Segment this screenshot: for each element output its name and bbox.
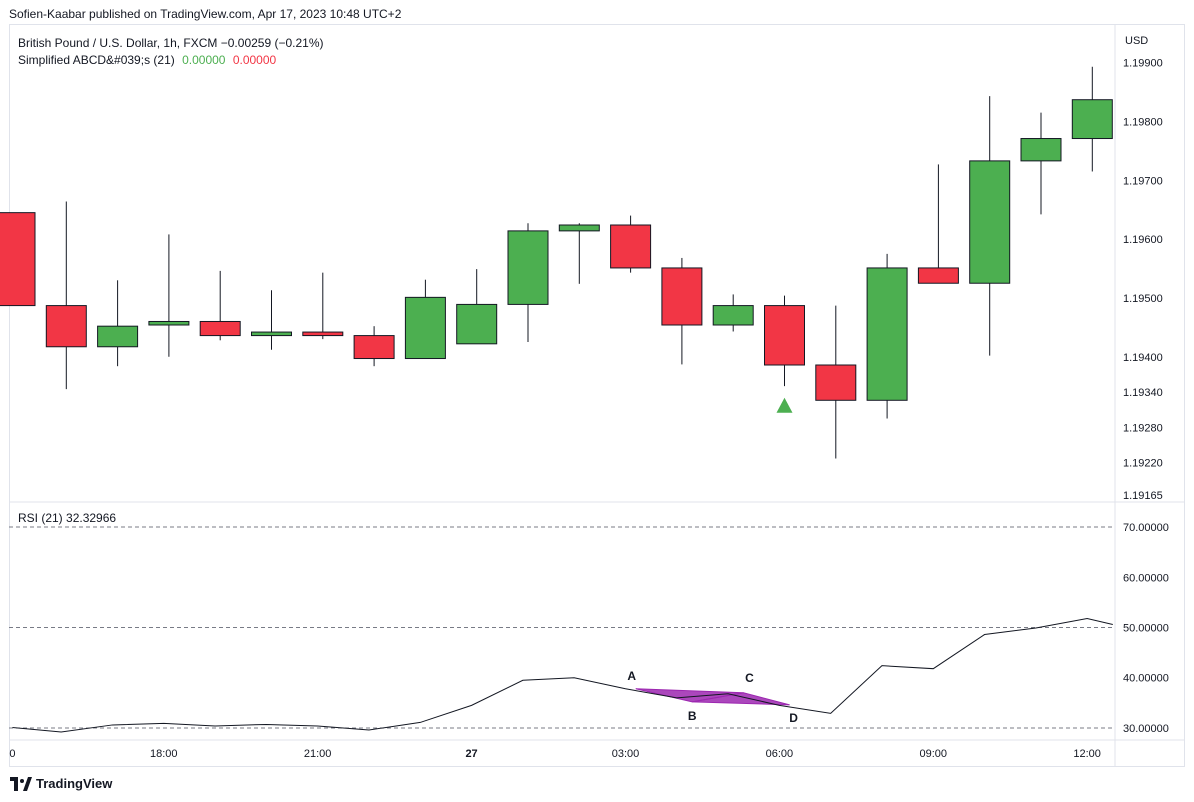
chart-frame bbox=[9, 24, 1185, 767]
time-axis-tick: 09:00 bbox=[920, 748, 948, 760]
bearish-candle[interactable] bbox=[764, 305, 805, 366]
bullish-candle[interactable] bbox=[507, 230, 549, 305]
tradingview-icon bbox=[10, 776, 32, 791]
logo-text: TradingView bbox=[36, 776, 113, 791]
price-axis-tick: 1.19340 bbox=[1123, 387, 1163, 399]
price-axis-tick: 1.19600 bbox=[1123, 234, 1163, 246]
rsi-line[interactable] bbox=[12, 617, 1113, 733]
price-axis-tick: 1.19900 bbox=[1123, 58, 1163, 70]
bullish-candle[interactable] bbox=[712, 305, 754, 326]
bearish-candle[interactable] bbox=[353, 335, 395, 360]
bullish-candle[interactable] bbox=[404, 296, 446, 360]
rsi-axis-tick: 30.00000 bbox=[1123, 723, 1169, 735]
time-axis-tick: 06:00 bbox=[766, 748, 794, 760]
rsi-legend: RSI (21) 32.32966 bbox=[18, 511, 116, 525]
price-axis-tick: 1.19700 bbox=[1123, 175, 1163, 187]
pattern-point-label: D bbox=[789, 711, 798, 725]
time-axis-tick: 27 bbox=[465, 748, 477, 760]
indicator-value-1: 0.00000 bbox=[182, 53, 226, 67]
bullish-candle[interactable] bbox=[148, 320, 190, 326]
bullish-candle[interactable] bbox=[1071, 99, 1113, 140]
time-axis-tick: 18:00 bbox=[150, 748, 178, 760]
time-axis-tick: 12:00 bbox=[1073, 748, 1101, 760]
rsi-value: 32.32966 bbox=[66, 511, 117, 525]
bearish-candle[interactable] bbox=[45, 305, 87, 348]
bearish-candle[interactable] bbox=[815, 364, 857, 401]
bullish-signal-triangle[interactable] bbox=[776, 397, 793, 413]
bullish-candle[interactable] bbox=[97, 325, 139, 348]
price-axis-tick: 1.19280 bbox=[1123, 422, 1163, 434]
bearish-candle[interactable] bbox=[199, 320, 241, 337]
pattern-point-label: B bbox=[688, 709, 697, 723]
symbol-title[interactable]: British Pound / U.S. Dollar, 1h, FXCM bbox=[18, 36, 218, 50]
indicator-value-2: 0.00000 bbox=[232, 53, 277, 67]
price-change: −0.00259 (−0.21%) bbox=[220, 36, 324, 50]
rsi-label[interactable]: RSI (21) bbox=[18, 511, 63, 525]
pattern-point-label: A bbox=[627, 669, 636, 683]
bearish-candle[interactable] bbox=[917, 267, 959, 284]
currency-label: USD bbox=[1125, 35, 1149, 47]
bullish-candle[interactable] bbox=[251, 331, 292, 337]
pattern-point-label: C bbox=[745, 671, 754, 685]
bullish-candle[interactable] bbox=[558, 224, 600, 232]
bearish-candle[interactable] bbox=[610, 224, 652, 269]
time-axis-tick: 03:00 bbox=[612, 748, 640, 760]
rsi-axis-tick: 40.00000 bbox=[1123, 673, 1169, 685]
bullish-candle[interactable] bbox=[456, 303, 498, 345]
price-axis-tick: 1.19165 bbox=[1123, 490, 1163, 502]
price-axis-tick: 1.19800 bbox=[1123, 116, 1163, 128]
rsi-axis-tick: 60.00000 bbox=[1123, 572, 1169, 584]
rsi-axis-tick: 70.00000 bbox=[1123, 522, 1169, 534]
bearish-candle[interactable] bbox=[302, 331, 344, 337]
tradingview-logo[interactable]: TradingView bbox=[10, 776, 112, 791]
price-axis-tick: 1.19500 bbox=[1123, 293, 1163, 305]
bullish-candle[interactable] bbox=[1020, 138, 1062, 162]
price-axis-tick: 1.19400 bbox=[1123, 352, 1163, 364]
bullish-candle[interactable] bbox=[866, 267, 908, 401]
time-axis-tick: 0 bbox=[9, 748, 15, 760]
bearish-candle[interactable] bbox=[0, 212, 36, 307]
rsi-axis-tick: 50.00000 bbox=[1123, 623, 1169, 635]
time-axis-tick: 21:00 bbox=[304, 748, 332, 760]
publish-info: Sofien-Kaabar published on TradingView.c… bbox=[9, 7, 402, 21]
price-axis-tick: 1.19220 bbox=[1123, 458, 1163, 470]
indicator-label[interactable]: Simplified ABCD&#039;s (21) bbox=[18, 53, 175, 67]
bearish-candle[interactable] bbox=[661, 267, 703, 326]
bullish-candle[interactable] bbox=[969, 160, 1011, 284]
price-legend: British Pound / U.S. Dollar, 1h, FXCM −0… bbox=[18, 35, 324, 69]
